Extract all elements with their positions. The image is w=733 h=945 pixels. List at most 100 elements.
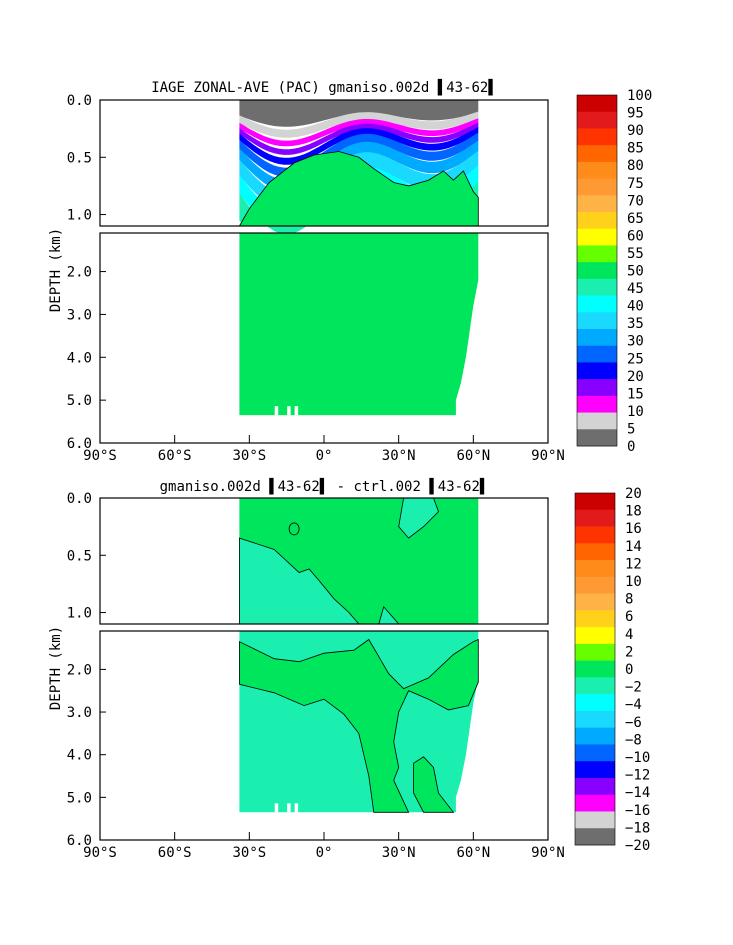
y-tick-label: 5.0 — [67, 790, 92, 806]
colorbar-swatch — [577, 245, 617, 263]
upper-frame — [99, 497, 549, 625]
y-tick-label: 4.0 — [67, 748, 92, 764]
x-tick-label: 0° — [316, 448, 333, 464]
colorbar-label: 2 — [625, 644, 633, 660]
colorbar-swatch — [575, 744, 615, 762]
colorbar-swatch — [575, 710, 615, 729]
top-panel: IAGE ZONAL-AVE (PAC) gmaniso.002d ▌43-62… — [48, 78, 652, 464]
colorbar-label: 75 — [627, 176, 644, 192]
colorbar-swatch — [575, 627, 615, 645]
x-tick-label: 60°N — [456, 845, 490, 861]
colorbar-label: 90 — [627, 123, 644, 139]
colorbar-label: 12 — [625, 556, 642, 572]
colorbar-swatch — [575, 643, 615, 662]
y-axis-label: DEPTH (km) — [48, 228, 64, 312]
colorbar-label: 35 — [627, 316, 644, 332]
deep-age-region — [238, 151, 479, 227]
lower-subpanel — [239, 233, 479, 416]
colorbar-label: 50 — [627, 264, 644, 280]
colorbar-swatch — [577, 362, 617, 380]
colorbar-swatch — [575, 576, 615, 594]
x-tick-label: 90°N — [531, 448, 565, 464]
colorbar-label: −20 — [625, 838, 650, 854]
colorbar-swatch — [577, 212, 617, 230]
colorbar-swatch — [577, 262, 617, 280]
colorbar-swatch — [575, 660, 615, 678]
colorbar-swatch — [577, 329, 617, 347]
colorbar-swatch — [575, 543, 615, 561]
colorbar-label: 85 — [627, 141, 644, 157]
colorbar-label: 18 — [625, 504, 642, 520]
y-tick-label: 3.0 — [67, 307, 92, 323]
deep-age-region — [239, 233, 479, 416]
y-tick-label: 0.0 — [67, 93, 92, 109]
colorbar-label: 40 — [627, 299, 644, 315]
colorbar-label: −6 — [625, 715, 642, 731]
colorbar-label: 8 — [625, 592, 633, 608]
topography-notch — [294, 406, 299, 416]
colorbar-label: −12 — [625, 768, 650, 784]
colorbar-frame — [574, 492, 616, 846]
colorbar-label: −14 — [625, 785, 650, 801]
colorbar-swatch — [575, 509, 615, 527]
diff-contour-blob — [288, 522, 300, 536]
chart-title: gmaniso.002d ▌43-62▌ - ctrl.002 ▌43-62▌ — [160, 477, 489, 495]
colorbar-swatch — [577, 429, 617, 447]
colorbar-label: 20 — [625, 486, 642, 502]
colorbar-swatch — [577, 178, 617, 196]
colorbar-label: 6 — [625, 609, 633, 625]
bottom-panel: gmaniso.002d ▌43-62▌ - ctrl.002 ▌43-62▌ D… — [48, 477, 650, 861]
x-tick-label: 30°S — [232, 845, 266, 861]
x-tick-label: 30°N — [382, 448, 416, 464]
colorbar-label: −16 — [625, 803, 650, 819]
y-tick-label: 0.5 — [67, 548, 92, 564]
colorbar-label: 4 — [625, 627, 633, 643]
colorbar-label: −2 — [625, 680, 642, 696]
topography-notch — [294, 803, 299, 813]
colorbar-swatch — [577, 312, 617, 330]
upper-frame — [99, 99, 549, 227]
topography-notch — [274, 803, 279, 813]
y-tick-label: 1.0 — [67, 208, 92, 224]
topography-notch — [287, 406, 291, 416]
y-tick-label: 1.0 — [67, 606, 92, 622]
colorbar-swatch — [577, 111, 617, 129]
age-band — [239, 118, 479, 147]
colorbar-swatch — [577, 195, 617, 213]
lower-subpanel — [239, 631, 479, 813]
y-tick-label: 4.0 — [67, 350, 92, 366]
colorbar-label: 14 — [625, 539, 642, 555]
colorbar-swatch — [577, 379, 617, 397]
colorbar-swatch — [577, 128, 617, 146]
colorbar-label: −8 — [625, 732, 642, 748]
x-tick-label: 30°S — [232, 448, 266, 464]
colorbar-swatch — [575, 694, 615, 712]
colorbar-swatch — [577, 145, 617, 163]
x-tick-label: 0° — [316, 845, 333, 861]
y-tick-label: 6.0 — [67, 436, 92, 452]
age-band — [239, 111, 479, 138]
colorbar-swatch — [577, 345, 617, 363]
diff-positive-region — [239, 638, 479, 813]
colorbar-swatch — [577, 95, 617, 113]
y-axis-label: DEPTH (km) — [48, 626, 64, 710]
colorbar-swatch — [577, 295, 617, 313]
colorbar-label: 55 — [627, 246, 644, 262]
y-tick-label: 2.0 — [67, 662, 92, 678]
colorbar-label: 16 — [625, 521, 642, 537]
diff-positive-region — [413, 756, 455, 813]
x-tick-label: 90°S — [83, 845, 117, 861]
x-tick-label: 60°S — [158, 845, 192, 861]
colorbar-swatch — [575, 593, 615, 611]
y-tick-label: 6.0 — [67, 833, 92, 849]
colorbar-label: 45 — [627, 281, 644, 297]
topography-notch — [274, 406, 279, 416]
colorbar-label: 95 — [627, 106, 644, 122]
topography-notch — [287, 803, 291, 813]
colorbar-swatch — [575, 761, 615, 779]
colorbar-label: 0 — [627, 439, 635, 455]
x-tick-label: 30°N — [382, 845, 416, 861]
colorbar-swatch — [575, 677, 615, 695]
colorbar-label: 15 — [627, 386, 644, 402]
